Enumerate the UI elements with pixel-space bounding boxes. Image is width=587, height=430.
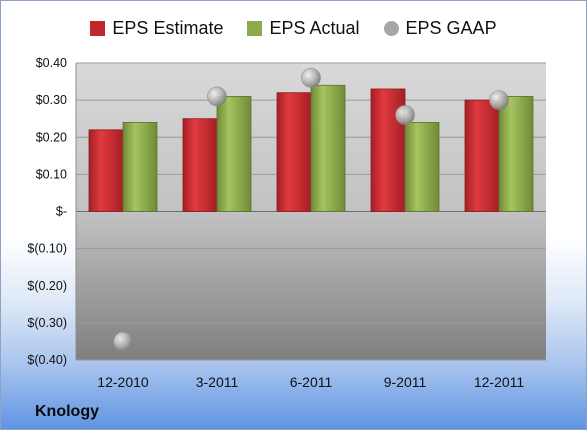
gaap-point (489, 90, 509, 110)
y-tick-label: $(0.20) (27, 279, 67, 293)
y-tick-label: $- (56, 205, 67, 219)
legend-label-gaap: EPS GAAP (405, 18, 497, 38)
legend-label-actual: EPS Actual (269, 18, 360, 38)
gaap-point (395, 105, 415, 125)
bar-estimate (88, 129, 124, 212)
legend-swatch-gaap (383, 21, 399, 36)
legend-swatch-actual (247, 21, 263, 36)
legend-item-gaap: EPS GAAP (383, 18, 497, 39)
x-tick-label: 3-2011 (196, 374, 239, 390)
bar-actual (216, 96, 252, 212)
gaap-point (301, 68, 321, 88)
legend: EPS Estimate EPS Actual EPS GAAP (1, 18, 586, 39)
x-tick-label: 12-2010 (97, 374, 149, 390)
y-tick-label: $0.20 (36, 130, 67, 144)
y-tick-label: $0.30 (36, 93, 67, 107)
y-tick-label: $0.40 (36, 56, 67, 70)
x-tick-label: 9-2011 (384, 374, 427, 390)
y-tick-label: $(0.40) (27, 353, 67, 367)
company-name: Knology (35, 403, 99, 420)
bar-estimate (276, 92, 312, 212)
legend-swatch-estimate (90, 21, 106, 36)
bar-actual (122, 122, 158, 212)
gaap-point (113, 331, 133, 352)
bar-actual (310, 84, 346, 212)
legend-item-estimate: EPS Estimate (90, 18, 223, 39)
y-tick-label: $(0.10) (27, 242, 67, 256)
bar-actual (498, 96, 534, 212)
bar-actual (404, 122, 440, 212)
y-tick-label: $0.10 (36, 167, 67, 181)
y-tick-label: $(0.30) (27, 316, 67, 330)
x-tick-label: 6-2011 (290, 374, 333, 390)
gaap-point (207, 86, 227, 107)
bar-estimate (182, 118, 218, 212)
x-tick-label: 12-2011 (474, 374, 525, 390)
legend-item-actual: EPS Actual (247, 18, 360, 39)
bar-estimate (464, 99, 500, 212)
legend-label-estimate: EPS Estimate (112, 18, 224, 38)
